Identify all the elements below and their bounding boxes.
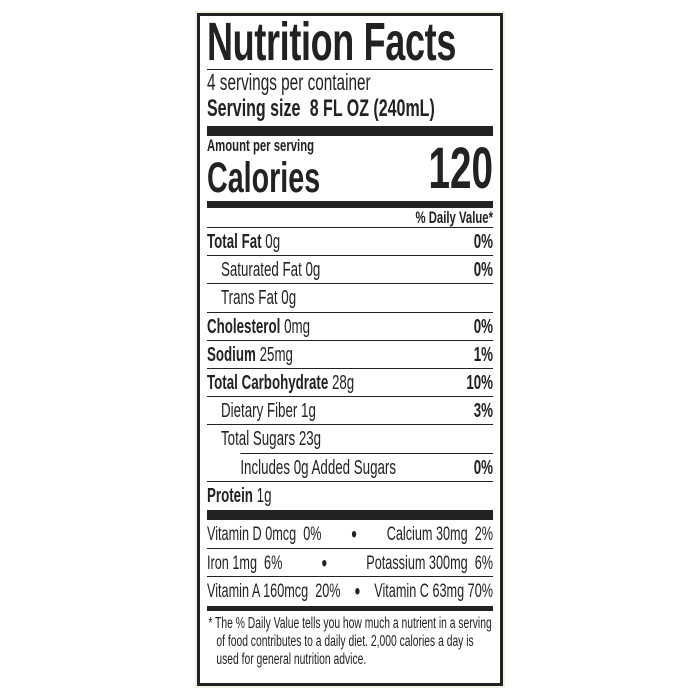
vitamin-row: Vitamin D 0mcg 0% • Calcium 30mg 2% [207,520,494,549]
nutrient-row-added-sugars: Includes 0g Added Sugars 0% [207,454,494,483]
daily-value-header: % Daily Value* [207,208,494,228]
serving-size-value: 8 FL OZ (240mL) [309,95,435,122]
nutrition-facts-label: Nutrition Facts 4 servings per container… [197,13,503,686]
bullet: • [354,578,361,606]
nutrient-name: Total Sugars [221,428,296,451]
nutrient-amount: 0g [281,287,297,310]
nutrient-row-saturated-fat: Saturated Fat 0g 0% [207,256,494,285]
amount-per-serving: Amount per serving [207,136,315,155]
vitamin-row: Iron 1mg 6% • Potassium 300mg 6% [207,549,494,578]
calories-row: Amount per serving Calories 120 [207,136,493,200]
nutrient-row-total-carbohydrate: Total Carbohydrate 28g 10% [207,369,494,398]
nutrient-name: Total Carbohydrate [207,371,329,394]
nutrient-amount: 0g [305,259,321,282]
medium-divider [207,605,494,611]
nutrient-name: Protein [207,485,253,508]
nutrient-amount: 1g [301,400,316,423]
vitamin-left: Iron 1mg 6% [207,552,283,574]
nutrient-row-total-fat: Total Fat 0g 0% [207,228,494,257]
nutrient-amount: 0mg [284,315,311,338]
nutrient-amount: 0g [265,231,281,253]
serving-size-label: Serving size [207,95,301,122]
nutrient-row-sodium: Sodium 25mg 1% [207,341,494,369]
nutrient-name: Includes 0g Added Sugars [240,457,397,479]
bullet: • [351,521,357,549]
nutrient-dv: 0% [473,231,494,253]
nutrient-name: Saturated Fat [221,259,302,282]
calories-label: Calories [207,154,321,202]
label-title: Nutrition Facts [207,16,494,70]
vitamin-right: Vitamin C 63mg 70% [374,581,494,603]
nutrient-amount: 28g [331,371,355,394]
nutrient-name: Sodium [207,343,256,366]
nutrient-dv: 0% [473,457,494,479]
serving-size: Serving size 8 FL OZ (240mL) [207,95,493,123]
medium-divider [207,201,494,208]
vitamin-right: Calcium 30mg 2% [386,524,494,546]
nutrient-row-cholesterol: Cholesterol 0mg 0% [207,313,494,341]
nutrient-row-dietary-fiber: Dietary Fiber 1g 3% [207,397,494,426]
calories-value: 120 [428,136,494,201]
nutrient-dv: 0% [473,315,494,338]
nutrient-dv: 10% [466,371,494,394]
servings-per-container: 4 servings per container [207,69,371,95]
nutrient-dv: 3% [473,400,494,423]
vitamin-left: Vitamin A 160mcg 20% [207,581,341,603]
thick-divider [207,126,494,136]
nutrient-name: Cholesterol [207,315,281,338]
nutrient-row-trans-fat: Trans Fat 0g [207,284,494,313]
nutrient-amount: 23g [298,428,322,451]
footnote: * The % Daily Value tells you how much a… [208,614,492,668]
nutrient-row-total-sugars: Total Sugars 23g [207,425,494,454]
bullet: • [321,549,328,577]
sub-divider [240,452,494,454]
vitamin-left: Vitamin D 0mcg 0% [207,524,322,546]
nutrient-dv: 1% [473,343,494,366]
nutrient-amount: 25mg [259,343,293,366]
calories-left: Amount per serving Calories [207,136,320,200]
nutrient-row-protein: Protein 1g [207,482,493,509]
vitamin-right: Potassium 300mg 6% [366,552,494,574]
thick-divider [207,510,494,521]
nutrient-name: Total Fat [207,231,262,253]
vitamin-row: Vitamin A 160mcg 20% • Vitamin C 63mg 70… [207,577,493,605]
nutrient-dv: 0% [473,259,494,282]
nutrient-name: Dietary Fiber [221,400,298,423]
nutrient-name: Trans Fat [221,287,278,310]
nutrient-amount: 1g [256,485,272,508]
